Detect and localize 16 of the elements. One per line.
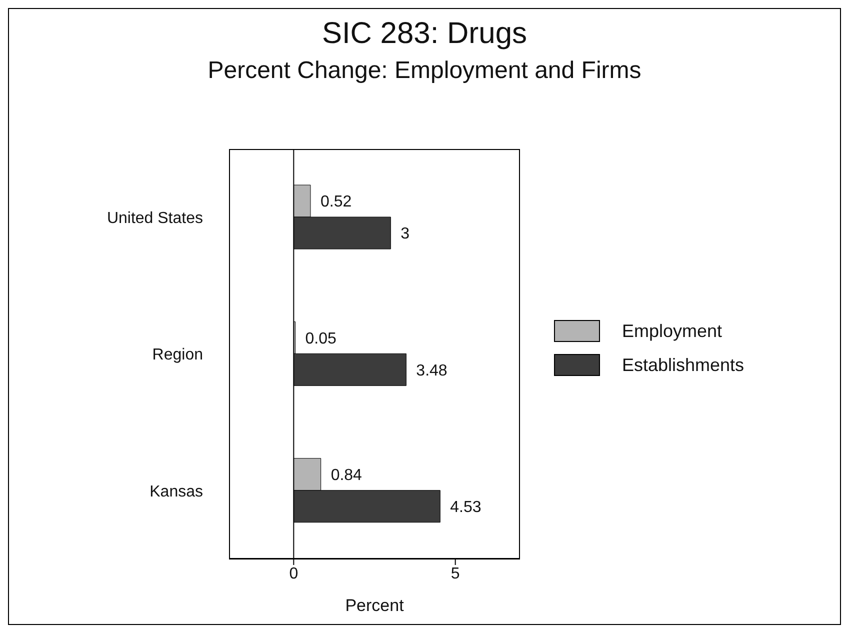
data-label: 0.52	[320, 194, 352, 211]
y-tick-label: United States	[106, 210, 203, 228]
chart-subtitle: Percent Change: Employment and Firms	[206, 57, 642, 85]
legend-label: Establishments	[622, 354, 744, 376]
y-tick-label: Kansas	[150, 483, 203, 500]
data-label: 0.84	[330, 467, 362, 484]
data-label: 0.05	[305, 330, 337, 348]
legend-label: Employment	[622, 320, 722, 342]
data-label: 3.48	[416, 362, 448, 380]
data-label: 4.53	[450, 499, 482, 516]
x-tick-label: 5	[450, 565, 460, 582]
x-axis-title: Percent	[345, 596, 404, 615]
y-tick-label: Region	[152, 346, 203, 364]
x-tick-label: 0	[289, 565, 298, 582]
data-label: 3	[400, 226, 410, 243]
chart-title: SIC 283: Drugs	[320, 17, 528, 51]
